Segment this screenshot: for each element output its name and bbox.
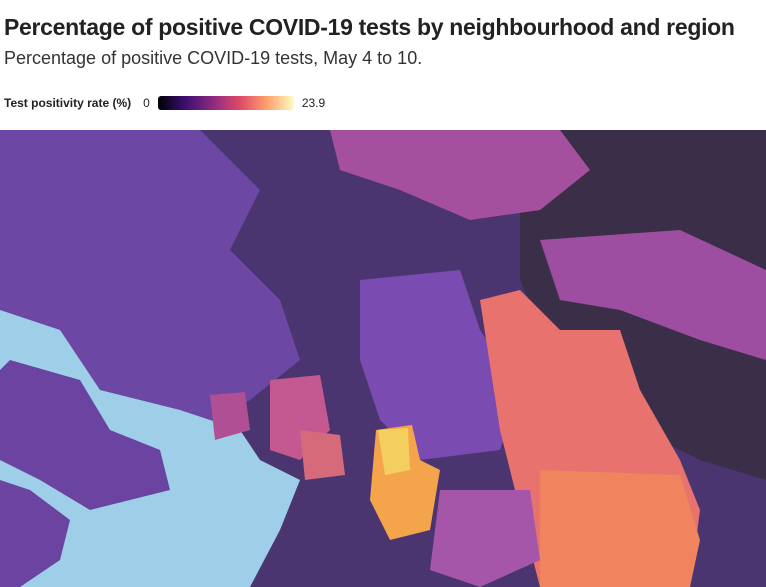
east-band <box>540 230 766 360</box>
south-region <box>540 470 700 587</box>
island-south <box>0 480 70 587</box>
legend-min: 0 <box>143 96 150 110</box>
legend-label: Test positivity rate (%) <box>4 96 132 110</box>
legend: Test positivity rate (%) 0 23.9 <box>4 94 325 112</box>
north-region <box>330 130 590 220</box>
map <box>0 130 766 587</box>
island <box>0 360 170 510</box>
legend-gradient <box>157 96 294 110</box>
south-central <box>430 490 540 587</box>
subtitle: Percentage of positive COVID-19 tests, M… <box>4 48 423 68</box>
yellow-region <box>378 428 410 475</box>
west-pink <box>300 430 345 480</box>
legend-max: 23.9 <box>301 96 326 110</box>
title: Percentage of positive COVID-19 tests by… <box>4 14 735 40</box>
small-island <box>210 392 250 440</box>
central-region <box>360 270 520 460</box>
